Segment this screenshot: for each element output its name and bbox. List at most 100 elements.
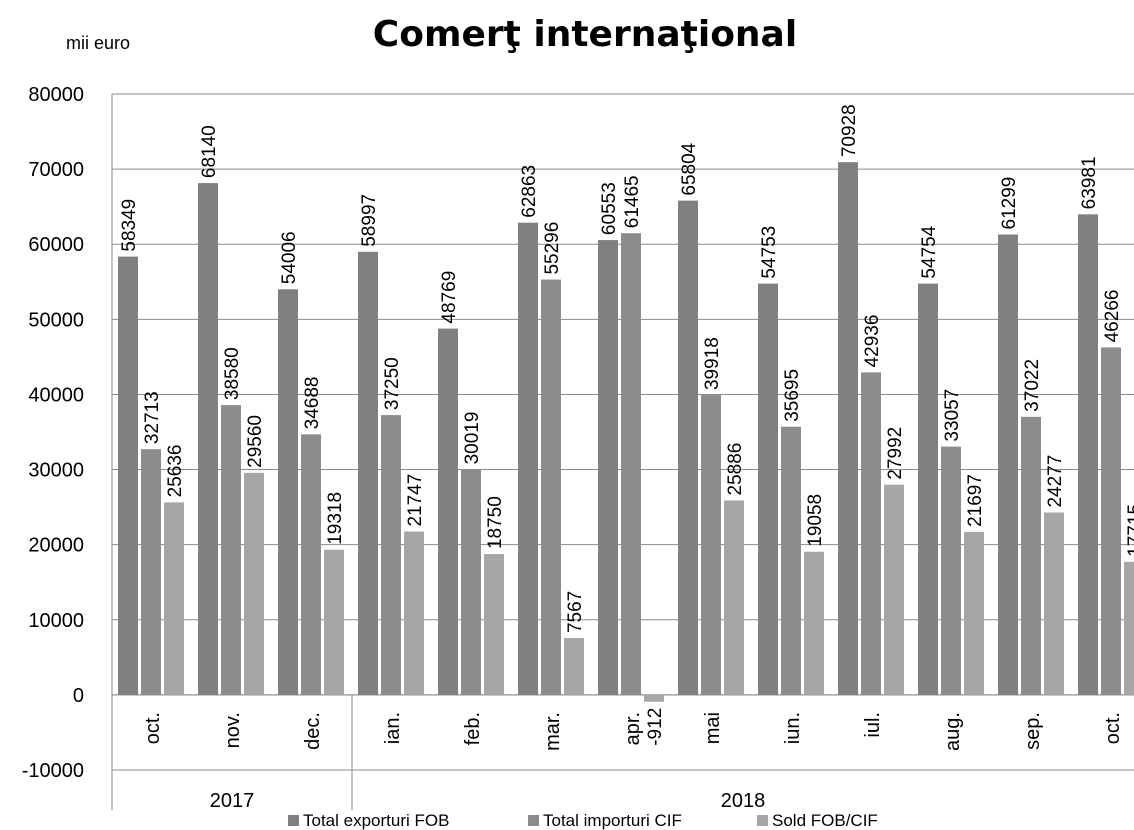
bar: [438, 328, 458, 695]
y-tick-label: 10000: [28, 610, 84, 632]
bar: [244, 472, 264, 695]
bar: [1124, 561, 1134, 695]
y-tick-label: 60000: [28, 234, 84, 256]
category-label: apr.: [622, 712, 644, 745]
bar: [381, 415, 401, 695]
data-label: 58997: [359, 194, 380, 247]
bar: [141, 449, 161, 695]
bar: [621, 233, 641, 695]
bar: [884, 484, 904, 695]
bar: [724, 500, 744, 695]
data-label: 61299: [999, 177, 1020, 230]
bar: [221, 405, 241, 695]
bar: [541, 279, 561, 695]
data-label: 32713: [142, 391, 163, 444]
data-label: 38580: [222, 347, 243, 400]
bar: [781, 426, 801, 695]
bar: [1101, 347, 1121, 695]
data-label: 54753: [759, 226, 780, 279]
data-label: 55296: [542, 222, 563, 275]
bar: [461, 469, 481, 695]
bar: [301, 434, 321, 695]
bar: [404, 531, 424, 695]
data-label: 68140: [199, 125, 220, 178]
data-label: 21697: [965, 474, 986, 527]
data-label: -912: [645, 708, 666, 746]
y-tick-label: 40000: [28, 384, 84, 406]
bar: [758, 283, 778, 695]
bar: [1044, 512, 1064, 695]
data-label: 19058: [805, 494, 826, 547]
bar: [1078, 214, 1098, 695]
y-axis: 80000 70000 60000 50000 40000 30000 20000 10000…: [22, 84, 1134, 810]
bar: [644, 694, 664, 702]
bar: [804, 551, 824, 695]
bars: [118, 162, 1134, 702]
data-label: 60553: [599, 182, 620, 235]
data-label: 58349: [119, 199, 140, 252]
y-tick-label: 20000: [28, 535, 84, 557]
data-label: 19318: [325, 492, 346, 545]
legend-entry: Total importuri CIF: [543, 811, 682, 830]
data-label: 62863: [519, 165, 540, 218]
legend-swatch: [528, 815, 539, 826]
category-label: iul.: [862, 712, 884, 738]
data-label: 34688: [302, 376, 323, 429]
legend-entry: Total exporturi FOB: [303, 811, 449, 830]
bar: [518, 222, 538, 695]
category-label: ian.: [382, 712, 404, 744]
legend-swatch: [288, 815, 299, 826]
bar: [678, 200, 698, 695]
y-tick-label: -10000: [22, 760, 84, 782]
bar: [324, 549, 344, 695]
data-label: 42936: [862, 315, 883, 368]
legend-swatch: [757, 815, 768, 826]
bar: [918, 283, 938, 695]
bar: [941, 446, 961, 695]
category-label: iun.: [782, 712, 804, 744]
y-tick-label: 30000: [28, 460, 84, 482]
bar: [964, 531, 984, 695]
bar: [838, 162, 858, 695]
data-label: 21747: [405, 474, 426, 527]
category-label: sep.: [1022, 712, 1044, 750]
category-label: nov.: [222, 712, 244, 748]
bar: [598, 240, 618, 695]
data-label: 33057: [942, 389, 963, 442]
data-label: 30019: [462, 412, 483, 465]
data-label: 27992: [885, 427, 906, 480]
category-label: aug.: [942, 712, 964, 751]
data-label: 17715: [1125, 504, 1134, 557]
data-label: 54754: [919, 225, 940, 278]
bar: [1021, 416, 1041, 695]
data-label: 29560: [245, 415, 266, 468]
data-label: 25636: [165, 444, 186, 497]
category-label: dec.: [302, 712, 324, 750]
legend-entry: Sold FOB/CIF: [772, 811, 878, 830]
data-label: 63981: [1079, 156, 1100, 209]
category-label: oct.: [1102, 712, 1124, 744]
chart-title: Comerţ internaţional: [373, 14, 797, 55]
bar: [564, 638, 584, 695]
data-label: 18750: [485, 496, 506, 549]
data-labels: 58349 68140 54006 58997 48769 62863 60553 65804…: [119, 104, 1134, 745]
data-label: 25886: [725, 443, 746, 496]
category-label: oct.: [142, 712, 164, 744]
data-label: 35695: [782, 369, 803, 422]
year-label: 2018: [721, 790, 766, 812]
bar: [198, 183, 218, 695]
data-label: 46266: [1102, 290, 1123, 343]
bar: [484, 554, 504, 695]
category-label: mai: [702, 712, 724, 744]
bar: [998, 234, 1018, 695]
data-label: 70928: [839, 104, 860, 157]
bar: [164, 502, 184, 695]
data-label: 24277: [1045, 455, 1066, 508]
year-label: 2017: [210, 790, 255, 812]
data-label: 54006: [279, 231, 300, 284]
data-label: 48769: [439, 271, 460, 324]
y-tick-label: 0: [73, 685, 84, 707]
legend: Total exporturi FOB Total importuri CIF So…: [288, 811, 878, 830]
y-tick-label: 50000: [28, 309, 84, 331]
